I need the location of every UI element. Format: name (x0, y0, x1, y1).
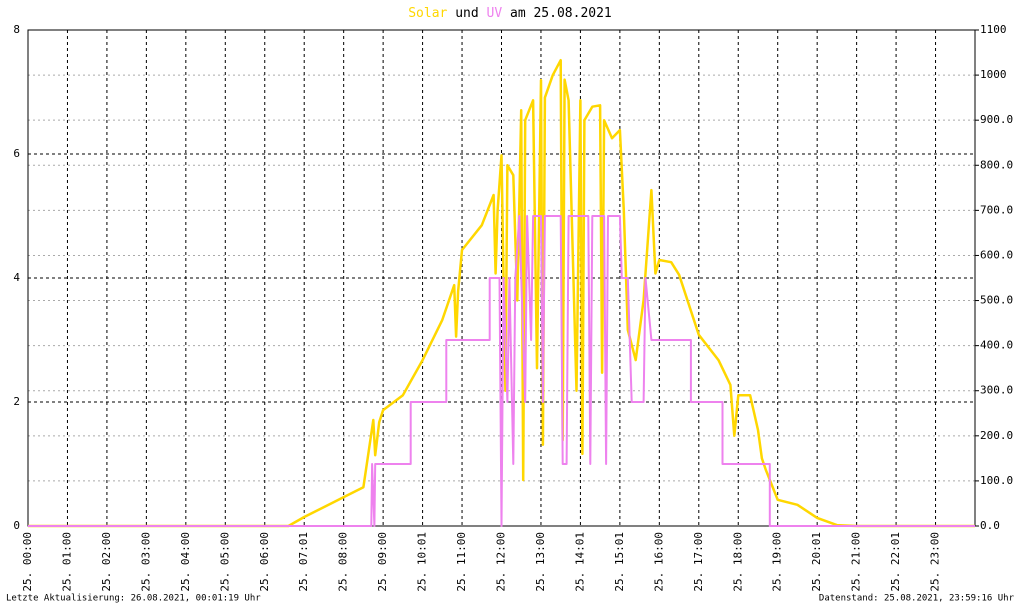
y2-tick-label: 400.0 (980, 339, 1013, 352)
title-uv: UV (487, 6, 503, 21)
x-tick-label: 25. 20:01 (810, 532, 823, 592)
y2-tick-label: 500.0 (980, 294, 1013, 307)
x-tick-label: 25. 15:01 (613, 532, 626, 592)
x-tick-label: 25. 12:00 (495, 532, 508, 592)
y-tick-label: 8 (13, 23, 20, 36)
x-tick-label: 25. 08:00 (337, 532, 350, 592)
y2-tick-label: 1000 (980, 68, 1007, 81)
x-tick-label: 25. 02:00 (100, 532, 113, 592)
y2-tick-label: 600.0 (980, 248, 1013, 261)
y-tick-label: 6 (13, 147, 20, 160)
x-tick-label: 25. 16:00 (652, 532, 665, 592)
title-und: und (455, 6, 478, 21)
y2-tick-label: 700.0 (980, 203, 1013, 216)
x-tick-label: 25. 22:01 (889, 532, 902, 592)
x-tick-label: 25. 00:00 (21, 532, 34, 592)
y2-tick-label: 1100 (980, 23, 1007, 36)
x-tick-label: 25. 11:00 (455, 532, 468, 592)
y-tick-label: 4 (13, 271, 20, 284)
x-tick-label: 25. 04:00 (179, 532, 192, 592)
y2-tick-label: 200.0 (980, 429, 1013, 442)
x-tick-label: 25. 09:00 (376, 532, 389, 592)
x-tick-label: 25. 05:00 (218, 532, 231, 592)
y2-tick-label: 900.0 (980, 113, 1013, 126)
x-tick-label: 25. 01:00 (60, 532, 73, 592)
x-tick-label: 25. 23:00 (929, 532, 942, 592)
footer-right: Datenstand: 25.08.2021, 23:59:16 Uhr (819, 594, 1015, 604)
y2-tick-label: 0.0 (980, 519, 1000, 532)
footer-left: Letzte Aktualisierung: 26.08.2021, 00:01… (6, 594, 261, 604)
x-tick-label: 25. 13:00 (534, 532, 547, 592)
y2-tick-label: 800.0 (980, 158, 1013, 171)
y-tick-label: 2 (13, 395, 20, 408)
y-tick-label: 0 (13, 519, 20, 532)
x-tick-label: 25. 10:01 (416, 532, 429, 592)
title-solar: Solar (408, 6, 447, 21)
y2-tick-label: 300.0 (980, 384, 1013, 397)
x-tick-label: 25. 07:01 (297, 532, 310, 592)
x-tick-label: 25. 18:00 (731, 532, 744, 592)
title-date: am 25.08.2021 (510, 6, 612, 21)
x-tick-label: 25. 03:00 (139, 532, 152, 592)
series-line (28, 215, 975, 527)
x-tick-label: 25. 21:00 (850, 532, 863, 592)
y2-tick-label: 100.0 (980, 474, 1013, 487)
chart-title: Solar und UV am 25.08.2021 (408, 6, 612, 21)
x-tick-label: 25. 06:00 (258, 532, 271, 592)
x-tick-label: 25. 14:01 (573, 532, 586, 592)
x-tick-label: 25. 19:00 (771, 532, 784, 592)
x-tick-label: 25. 17:00 (692, 532, 705, 592)
